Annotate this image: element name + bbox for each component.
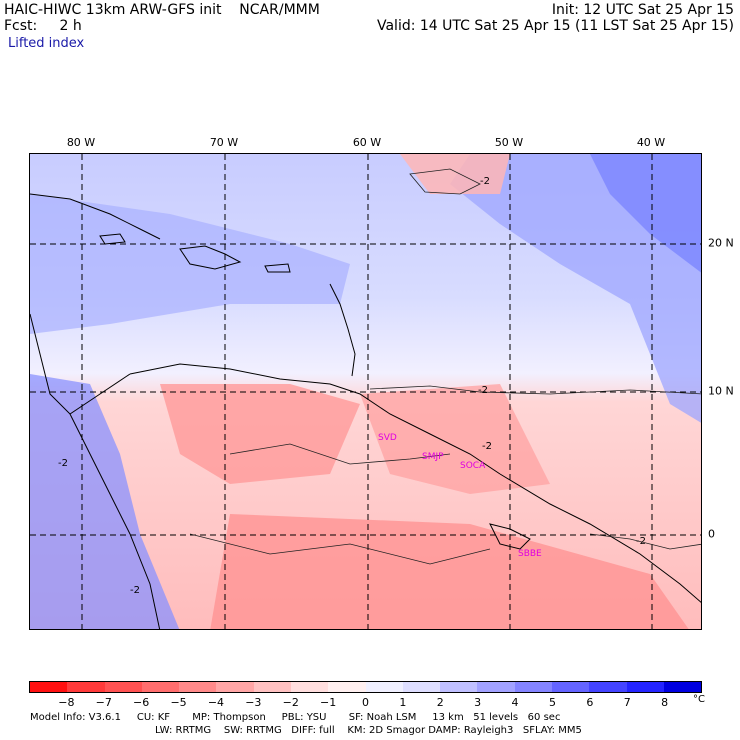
- deep-blue-northeast: [590, 154, 701, 273]
- lat-label-20n: 20 N: [708, 236, 734, 250]
- red-region-amazon: [210, 514, 689, 629]
- coastline-puerto-rico: [264, 263, 291, 273]
- colorbar-tick-14: 6: [586, 696, 594, 709]
- init-time: Init: 12 UTC Sat 25 Apr 15: [551, 2, 734, 18]
- city-label-svd: SVD: [378, 433, 397, 443]
- colorbar-tick-15: 7: [623, 696, 631, 709]
- colorbar-swatch-9: [365, 682, 403, 692]
- colorbar-swatch-13: [514, 682, 552, 692]
- colorbar-swatch-11: [440, 682, 478, 692]
- forecast-hour: Fcst: 2 h: [4, 18, 82, 34]
- colorbar-tick-8: 0: [362, 696, 369, 709]
- colorbar-tick-0: −8: [58, 696, 75, 709]
- colorbar-tick-5: −3: [245, 696, 262, 709]
- colorbar-swatch-10: [402, 682, 441, 692]
- colorbar-tick-9: 1: [399, 696, 407, 709]
- coastline-brazil: [499, 473, 701, 603]
- colorbar-tick-16: 8: [661, 696, 669, 709]
- colorbar-swatch-4: [179, 682, 217, 692]
- blue-southwest: [30, 374, 180, 629]
- colorbar-tick-13: 5: [548, 696, 556, 709]
- red-region-brazil-coast: [360, 384, 550, 494]
- colorbar-swatch-0: [30, 682, 68, 692]
- city-label-soca: SOCA: [460, 461, 486, 471]
- map-canvas: [30, 154, 701, 629]
- field-name: Lifted index: [8, 36, 85, 51]
- colorbar-tick-4: −4: [207, 696, 225, 709]
- colorbar-tick-2: −6: [133, 696, 150, 709]
- colorbar-tick-12: 4: [511, 696, 519, 709]
- colorbar-swatch-12: [477, 682, 515, 692]
- colorbar-tick-10: 2: [436, 696, 444, 709]
- contour-line-4: [589, 533, 701, 550]
- valid-time: Valid: 14 UTC Sat 25 Apr 15 (11 LST Sat …: [376, 18, 734, 34]
- coastline-amazon-mouth: [489, 523, 531, 550]
- colorbar-swatch-14: [551, 682, 590, 692]
- colorbar-swatch-3: [141, 682, 180, 692]
- colorbar-swatch-5: [216, 682, 254, 692]
- colorbar-swatch-2: [104, 682, 142, 692]
- model-title: HAIC-HIWC 13km ARW-GFS init NCAR/MMM: [4, 2, 320, 18]
- contour-label-west: -2: [58, 458, 68, 469]
- colorbar-swatch-6: [253, 682, 291, 692]
- colorbar-swatch-8: [328, 682, 366, 692]
- lifted-index-map: -2 -2 -2 -2 -2 -2 SVD SMJP SOCA SBBE: [29, 153, 702, 630]
- lat-label-0: 0: [708, 527, 715, 541]
- coastline-cuba: [30, 193, 161, 240]
- coastline-west-south-america: [69, 413, 161, 629]
- lon-label-50w: 50 W: [494, 136, 524, 149]
- colorbar-tick-6: −2: [282, 696, 299, 709]
- colorbar-tick-1: −7: [95, 696, 112, 709]
- colorbar-tick-11: 3: [474, 696, 482, 709]
- pink-patch-north: [400, 154, 510, 194]
- contour-label-10n: -2: [478, 385, 488, 396]
- lon-label-70w: 70 W: [209, 136, 239, 149]
- coastline-lesser-antilles: [329, 283, 356, 377]
- contour-line-1: [369, 385, 701, 395]
- colorbar: [29, 681, 702, 693]
- contour-line-3: [189, 533, 491, 565]
- contour-label-east: -2: [636, 536, 646, 547]
- colorbar-swatch-7: [290, 682, 329, 692]
- contour-label-north: -2: [480, 176, 490, 187]
- coastline-hispaniola: [179, 245, 242, 270]
- colorbar-swatch-16: [626, 682, 664, 692]
- lat-label-10n: 10 N: [708, 384, 734, 398]
- colorbar-unit: °C: [693, 694, 705, 705]
- lon-label-60w: 60 W: [352, 136, 382, 149]
- lon-label-40w: 40 W: [636, 136, 666, 149]
- colorbar-tick-7: −1: [320, 696, 337, 709]
- red-region-venezuela: [160, 384, 360, 484]
- model-info-line-1: Model Info: V3.6.1 CU: KF MP: Thompson P…: [30, 712, 561, 723]
- city-label-smjp: SMJP: [422, 452, 444, 462]
- colorbar-tick-3: −5: [170, 696, 187, 709]
- coastline-south-america-north: [129, 363, 501, 475]
- contour-line-north: [409, 168, 481, 195]
- city-label-sbbe: SBBE: [518, 549, 542, 559]
- colorbar-swatch-15: [589, 682, 627, 692]
- contour-line-2: [229, 443, 451, 465]
- model-info-line-2: LW: RRTMG SW: RRTMG DIFF: full KM: 2D Sm…: [155, 725, 582, 736]
- colorbar-swatch-17: [663, 682, 702, 692]
- colorbar-swatch-1: [67, 682, 105, 692]
- contour-label-south: -2: [130, 585, 140, 596]
- lon-label-80w: 80 W: [66, 136, 96, 149]
- coastline-jamaica: [99, 233, 126, 245]
- contour-label-guiana: -2: [482, 441, 492, 452]
- coastline-central-america: [30, 313, 131, 415]
